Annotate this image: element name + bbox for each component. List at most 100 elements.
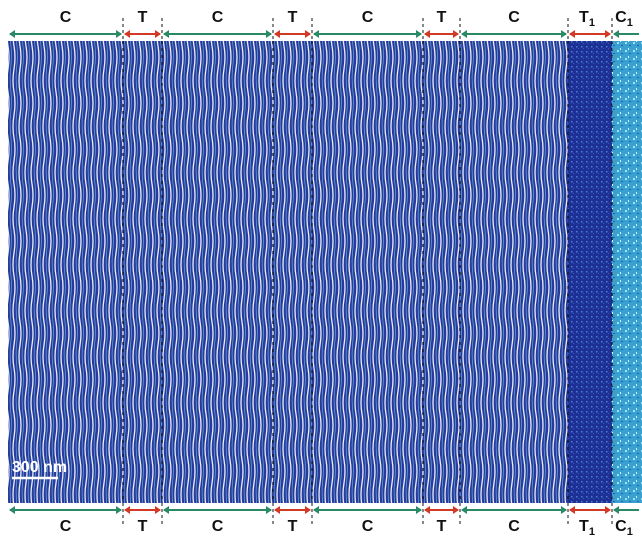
segment: C xyxy=(461,506,567,535)
segment: T xyxy=(274,506,311,535)
c1-region xyxy=(612,41,642,503)
label-main: T xyxy=(437,518,447,535)
label-main: T xyxy=(579,518,589,535)
arrow-head xyxy=(416,30,422,38)
label-main: C xyxy=(508,9,520,26)
arrow-head xyxy=(163,30,169,38)
boundaries xyxy=(122,18,613,526)
segment: C1 xyxy=(613,9,639,38)
arrow-head xyxy=(561,30,567,38)
arrow-head xyxy=(613,506,619,514)
arrow-head xyxy=(266,30,272,38)
label-sub: 1 xyxy=(589,17,595,29)
arrow-head xyxy=(124,506,130,514)
label-main: C xyxy=(212,9,224,26)
arrow-head xyxy=(613,30,619,38)
segment-label: C xyxy=(362,9,374,26)
segment-label: T xyxy=(437,9,447,26)
segment: T xyxy=(424,9,459,38)
segment: C xyxy=(461,9,567,38)
arrow-head xyxy=(116,506,122,514)
arrow-head xyxy=(453,506,459,514)
arrow-head xyxy=(163,506,169,514)
arrow-head xyxy=(569,30,575,38)
arrow-head xyxy=(605,506,611,514)
segment-label: T xyxy=(288,518,298,535)
segment-label: T xyxy=(437,518,447,535)
arrow-head xyxy=(124,30,130,38)
arrow-head xyxy=(313,30,319,38)
segment-label: C1 xyxy=(615,9,633,29)
segment: C xyxy=(313,9,422,38)
arrow-head xyxy=(313,506,319,514)
arrow-head xyxy=(461,30,467,38)
label-main: C xyxy=(508,518,520,535)
segment: T xyxy=(124,9,161,38)
segment-label: T xyxy=(288,9,298,26)
micrograph xyxy=(8,41,642,503)
segment: T xyxy=(424,506,459,535)
label-main: C xyxy=(60,9,72,26)
label-sub: 1 xyxy=(589,526,595,537)
segment-label: T1 xyxy=(579,9,595,29)
segment-label: C1 xyxy=(615,518,633,537)
segment: T1 xyxy=(569,9,611,38)
arrow-head xyxy=(424,30,430,38)
label-sub: 1 xyxy=(627,17,633,29)
arrow-head xyxy=(561,506,567,514)
arrow-head xyxy=(461,506,467,514)
label-main: C xyxy=(362,9,374,26)
segment-label: C xyxy=(508,9,520,26)
segment: C xyxy=(313,506,422,535)
arrow-head xyxy=(416,506,422,514)
label-main: C xyxy=(212,518,224,535)
labels: C T C T C T C T1 C1C T C T C T C T1 C1 xyxy=(9,9,639,537)
label-main: C xyxy=(615,518,627,535)
label-main: T xyxy=(138,9,148,26)
arrow-head xyxy=(155,30,161,38)
label-main: C xyxy=(362,518,374,535)
arrow-head xyxy=(305,30,311,38)
arrow-head xyxy=(266,506,272,514)
segment: C xyxy=(163,9,272,38)
arrow-head xyxy=(274,506,280,514)
segment-label: C xyxy=(362,518,374,535)
segment-label: C xyxy=(60,518,72,535)
stripe-region xyxy=(8,41,568,503)
segment: T xyxy=(274,9,311,38)
segment: C xyxy=(9,9,122,38)
arrow-head xyxy=(305,506,311,514)
t1-region xyxy=(568,41,612,503)
arrow-head xyxy=(155,506,161,514)
segment-label: C xyxy=(60,9,72,26)
segment: C xyxy=(163,506,272,535)
arrow-head xyxy=(453,30,459,38)
segment-label: T xyxy=(138,9,148,26)
label-main: C xyxy=(615,9,627,26)
segment-label: C xyxy=(212,518,224,535)
arrow-head xyxy=(116,30,122,38)
scale-label: 300 nm xyxy=(12,459,67,476)
label-main: T xyxy=(437,9,447,26)
arrow-head xyxy=(424,506,430,514)
label-main: C xyxy=(60,518,72,535)
label-main: T xyxy=(579,9,589,26)
segment: T1 xyxy=(569,506,611,537)
segment-label: C xyxy=(508,518,520,535)
arrow-head xyxy=(9,30,15,38)
label-main: T xyxy=(288,518,298,535)
segment: T xyxy=(124,506,161,535)
label-main: T xyxy=(138,518,148,535)
segment-label: C xyxy=(212,9,224,26)
segment-label: T1 xyxy=(579,518,595,537)
segment: C1 xyxy=(613,506,639,537)
arrow-head xyxy=(274,30,280,38)
label-main: T xyxy=(288,9,298,26)
arrow-head xyxy=(569,506,575,514)
label-sub: 1 xyxy=(627,526,633,537)
arrow-head xyxy=(9,506,15,514)
segment-label: T xyxy=(138,518,148,535)
segment: C xyxy=(9,506,122,535)
arrow-head xyxy=(605,30,611,38)
